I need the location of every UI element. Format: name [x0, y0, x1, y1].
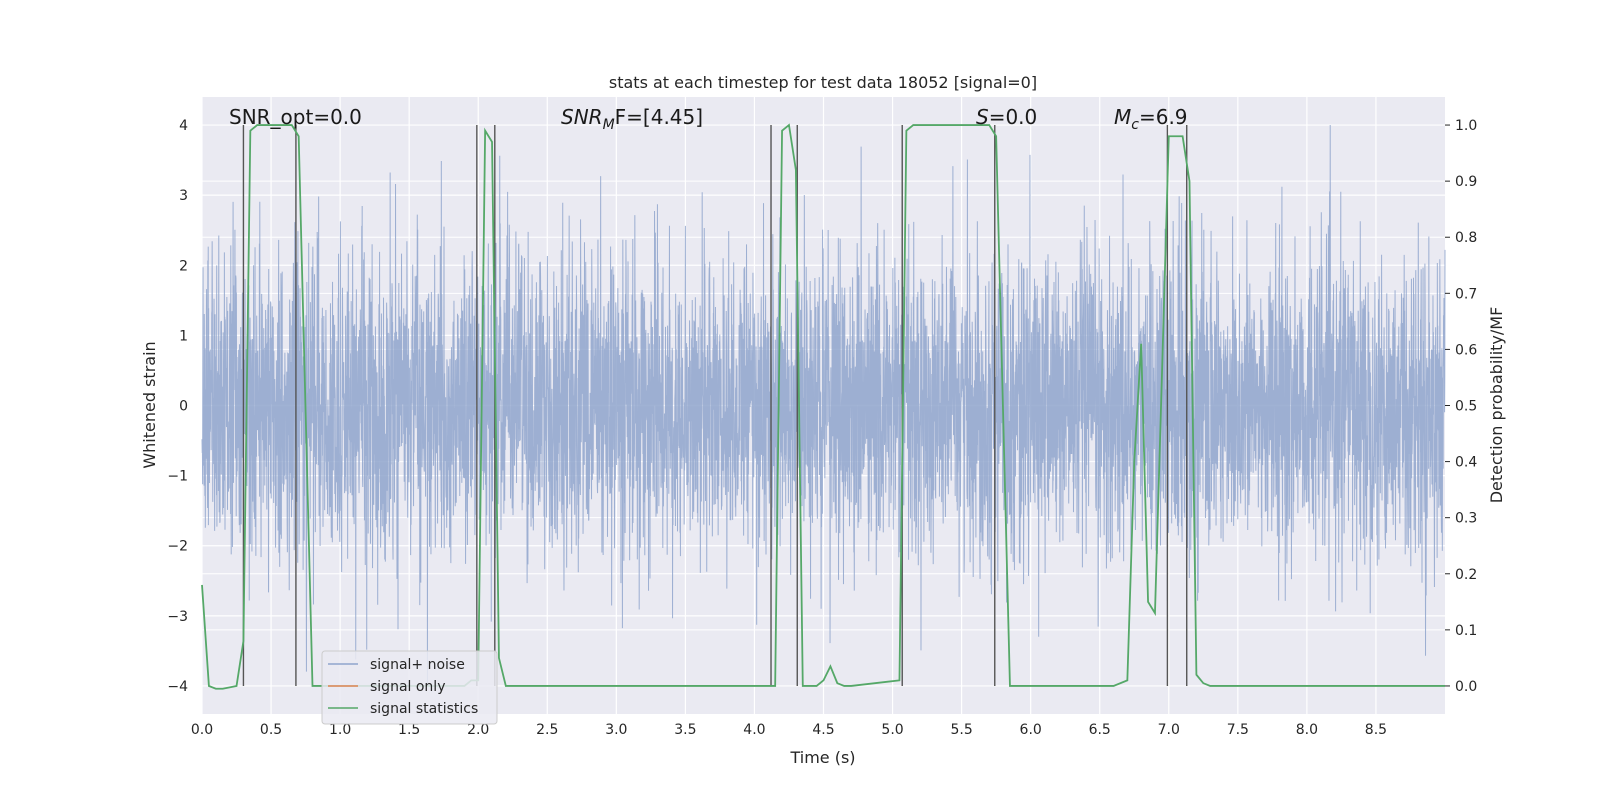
y-right-tick-label: 0.0 [1455, 679, 1477, 695]
vertical-markers [242, 125, 1188, 686]
x-tick-label: 3.0 [605, 722, 627, 738]
y-tick-label: −1 [167, 469, 188, 485]
legend: signal+ noise signal only signal statist… [321, 650, 498, 725]
x-tick-label: 1.0 [329, 722, 351, 738]
legend-label-signal-only: signal only [370, 679, 445, 695]
x-tick-label: 5.5 [950, 722, 972, 738]
annotation-s: S=0.0 [976, 105, 1037, 129]
annotation-snr-mf: SNRMF=[4.45] [561, 105, 703, 133]
y-tick-label: 1 [179, 328, 188, 344]
statistics-series [201, 123, 1445, 690]
x-tick-label: 2.5 [536, 722, 558, 738]
legend-label-signal-noise: signal+ noise [370, 657, 465, 673]
annotation-snr-opt: SNR_opt=0.0 [229, 105, 362, 129]
x-tick-label: 8.5 [1365, 722, 1387, 738]
y-right-tick-label: 0.1 [1455, 623, 1477, 639]
y-right-tick-label: 0.7 [1455, 286, 1477, 302]
y-tick-label: −3 [167, 609, 188, 625]
x-tick-label: 4.5 [812, 722, 834, 738]
y-right-tick-label: 0.5 [1455, 399, 1477, 415]
y-tick-label: −2 [167, 539, 188, 555]
series-signal-noise-line [201, 125, 1446, 686]
y-right-tick-label: 0.8 [1455, 230, 1477, 246]
series-signal-statistics-line [201, 123, 1445, 690]
x-tick-label: 3.5 [674, 722, 696, 738]
y-axis-right-label: Detection probability/MF [1487, 307, 1506, 504]
y-right-tick-label: 0.2 [1455, 567, 1477, 583]
y-tick-label: 2 [179, 258, 188, 274]
x-tick-label: 0.5 [260, 722, 282, 738]
noise-series [201, 125, 1446, 686]
y-tick-label: −4 [167, 679, 188, 695]
y-tick-label: 0 [179, 399, 188, 415]
x-tick-label: 1.5 [398, 722, 420, 738]
x-tick-label: 6.5 [1089, 722, 1111, 738]
x-tick-label: 7.0 [1158, 722, 1180, 738]
y-right-tick-label: 0.4 [1455, 455, 1477, 471]
x-tick-label: 8.0 [1296, 722, 1318, 738]
y-right-tick-label: 0.6 [1455, 342, 1477, 358]
y-axis-ticks: 4 3 2 1 0 −1 −2 −3 −4 [167, 118, 188, 695]
x-tick-label: 4.0 [743, 722, 765, 738]
annotation-snr-mf-value: F=[4.45] [615, 105, 703, 129]
y-axis-label: Whitened strain [140, 341, 159, 468]
x-tick-label: 6.0 [1020, 722, 1042, 738]
x-axis-ticks: 0.0 0.5 1.0 1.5 2.0 2.5 3.0 3.5 4.0 4.5 5.0 5.5 6.0 6… [191, 722, 1387, 738]
x-tick-label: 7.5 [1227, 722, 1249, 738]
y-tick-label: 4 [179, 118, 188, 134]
x-tick-label: 2.0 [467, 722, 489, 738]
annotation-s-value: =0.0 [989, 105, 1038, 129]
annotation-mc: Mc=6.9 [1114, 105, 1188, 133]
y-tick-label: 3 [179, 188, 188, 204]
y-right-tick-label: 0.9 [1455, 174, 1477, 190]
legend-box [321, 650, 498, 725]
y-axis-right-ticks: 1.0 0.9 0.8 0.7 0.6 0.5 0.4 0.3 0.2 0.1 0.0 [1445, 118, 1477, 695]
x-axis-label: Time (s) [789, 748, 855, 767]
y-right-tick-label: 0.3 [1455, 511, 1477, 527]
annotation-mc-value: =6.9 [1139, 105, 1188, 129]
x-tick-label: 5.0 [881, 722, 903, 738]
y-right-tick-label: 1.0 [1455, 118, 1477, 134]
x-tick-label: 0.0 [191, 722, 213, 738]
chart-title: stats at each timestep for test data 180… [609, 73, 1037, 92]
legend-label-signal-statistics: signal statistics [370, 701, 478, 717]
